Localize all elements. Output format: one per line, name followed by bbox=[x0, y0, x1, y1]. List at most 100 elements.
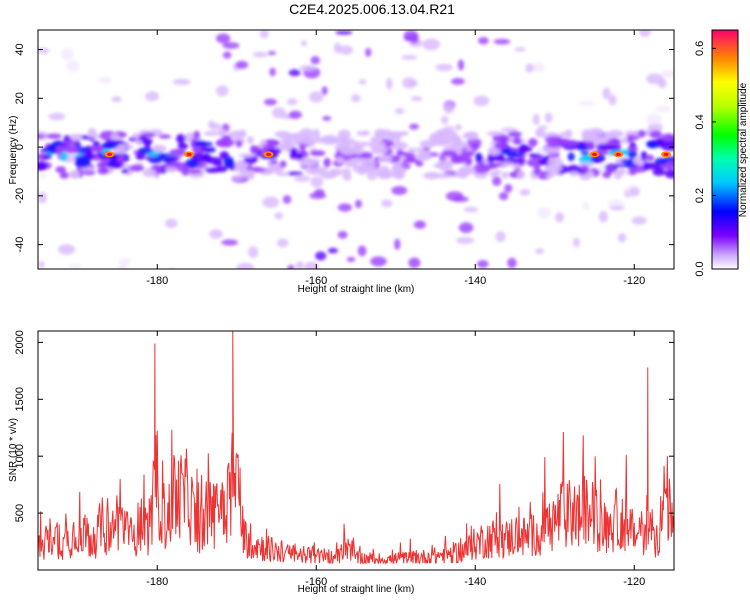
spectrogram-band-blob bbox=[55, 166, 67, 173]
spectrogram-band-blob bbox=[391, 172, 406, 178]
spectrogram-band-blob bbox=[377, 155, 393, 163]
spectrogram-band-blob bbox=[486, 131, 503, 137]
spectrogram-band-blob bbox=[470, 142, 481, 150]
spectrogram-band-blob bbox=[506, 150, 517, 159]
spectrogram-band-blob bbox=[101, 141, 118, 150]
spectrogram-band-blob bbox=[517, 169, 525, 180]
spectrogram-noise-blob bbox=[454, 124, 462, 131]
spectrogram-band-blob bbox=[465, 156, 473, 166]
colorbar-tick-label: 0.0 bbox=[694, 261, 706, 276]
spectrogram-band-blob bbox=[528, 138, 538, 147]
spectrogram-noise-blob bbox=[477, 259, 489, 269]
spectrogram-noise-blob bbox=[577, 101, 596, 106]
spectrogram-noise-blob bbox=[598, 211, 609, 223]
spectrogram-band-blob bbox=[627, 150, 638, 159]
spectrogram-noise-blob bbox=[118, 257, 131, 266]
spectrogram-y-tick-label: 0 bbox=[14, 144, 26, 150]
spectrogram-band-blob bbox=[494, 141, 510, 150]
spectrogram-noise-blob bbox=[288, 69, 301, 77]
spectrogram-noise-blob bbox=[295, 261, 304, 269]
spectrogram-y-tick-label: 40 bbox=[14, 43, 26, 55]
spectrogram-band-blob bbox=[169, 148, 187, 157]
spectrogram-band-blob bbox=[91, 134, 100, 140]
spectrogram-band-blob bbox=[342, 171, 352, 181]
spectrogram-noise-blob bbox=[478, 37, 489, 45]
spectrogram-band-blob bbox=[298, 135, 316, 145]
colorbar-tick-label: 0.4 bbox=[694, 114, 706, 129]
spectrogram-band-blob bbox=[547, 157, 564, 168]
spectrogram-band-blob bbox=[341, 168, 351, 173]
spectrogram-band-blob bbox=[312, 129, 320, 139]
spectrogram-noise-blob bbox=[276, 238, 289, 248]
spectrogram-noise-blob bbox=[68, 263, 83, 269]
spectrogram-band-blob bbox=[500, 161, 515, 167]
spectrogram-frame bbox=[37, 29, 675, 270]
spectrogram-y-label: Frequency (Hz) bbox=[8, 116, 19, 185]
spectrogram-noise-blob bbox=[165, 218, 178, 229]
spectrogram-noise-blob bbox=[209, 229, 223, 239]
spectrogram-noise-blob bbox=[309, 192, 327, 200]
spectrogram-noise-blob bbox=[443, 102, 455, 114]
spectrogram-noise-blob bbox=[525, 63, 535, 73]
spectrogram-noise-blob bbox=[409, 34, 419, 44]
spectrogram-band-blob bbox=[69, 169, 81, 179]
spectrogram-band-blob bbox=[59, 171, 70, 179]
snr-x-tick-label: -180 bbox=[146, 576, 168, 588]
spectrogram-band-blob bbox=[545, 173, 554, 178]
spectrogram-band-blob bbox=[546, 141, 561, 148]
spectrogram-noise-blob bbox=[235, 60, 249, 69]
spectrogram-noise-blob bbox=[286, 98, 298, 106]
spectrogram-band-blob bbox=[144, 141, 152, 149]
spectrogram-noise-blob bbox=[602, 87, 611, 100]
spectrogram-noise-blob bbox=[358, 79, 367, 85]
spectrogram-x-tick-label: -140 bbox=[464, 275, 486, 287]
spectrogram-band-blob bbox=[228, 130, 245, 138]
spectrogram-band-blob bbox=[102, 167, 109, 174]
spectrogram-band-blob bbox=[121, 168, 129, 174]
spectrogram-noise-blob bbox=[365, 47, 372, 57]
spectrogram-noise-blob bbox=[315, 251, 327, 261]
spectrogram-noise-blob bbox=[222, 42, 240, 49]
spectrogram-band-blob bbox=[607, 130, 624, 138]
spectrogram-noise-blob bbox=[216, 85, 229, 97]
spectrogram-noise-blob bbox=[394, 108, 405, 115]
spectrogram-band-blob bbox=[652, 168, 666, 176]
spectrogram-noise-blob bbox=[473, 95, 490, 107]
spectrogram-noise-blob bbox=[168, 266, 176, 269]
spectrogram-band-blob bbox=[620, 159, 633, 164]
spectrogram-band-blob bbox=[535, 127, 545, 138]
spectrogram-band-blob bbox=[580, 151, 590, 156]
spectrogram-band-blob bbox=[112, 145, 127, 155]
spectrogram-band-blob bbox=[661, 133, 674, 142]
spectrogram-band-blob bbox=[235, 140, 243, 148]
spectrogram-hotspot-core bbox=[266, 152, 272, 156]
spectrogram-noise-blob bbox=[207, 120, 215, 129]
spectrogram-band-blob bbox=[336, 156, 345, 164]
spectrogram-noise-blob bbox=[269, 67, 276, 77]
spectrogram-noise-blob bbox=[221, 239, 239, 246]
spectrogram-band-blob bbox=[627, 146, 639, 152]
spectrogram-band-blob bbox=[279, 160, 287, 168]
spectrogram-noise-blob bbox=[282, 195, 292, 204]
spectrogram-band-blob bbox=[441, 150, 458, 157]
spectrogram-band-blob bbox=[561, 139, 579, 147]
spectrogram-band-blob bbox=[238, 153, 254, 158]
spectrogram-noise-blob bbox=[321, 86, 328, 96]
spectrogram-noise-blob bbox=[458, 222, 474, 234]
spectrogram-noise-blob bbox=[111, 96, 122, 103]
spectrogram-noise-blob bbox=[537, 207, 552, 219]
spectrogram-noise-blob bbox=[457, 59, 465, 71]
spectrogram-band-blob bbox=[580, 165, 589, 174]
spectrogram-noise-blob bbox=[386, 77, 393, 90]
spectrogram-band-blob bbox=[640, 151, 648, 161]
spectrogram-noise-blob bbox=[492, 176, 502, 187]
spectrogram-band-blob bbox=[423, 171, 441, 180]
spectrogram-band-blob bbox=[337, 129, 351, 140]
spectrogram-band-blob bbox=[462, 131, 477, 140]
spectrogram-band-blob bbox=[38, 134, 46, 139]
spectrogram-band-blob bbox=[582, 129, 591, 139]
colorbar-gradient bbox=[712, 30, 738, 269]
spectrogram-band-blob bbox=[216, 138, 235, 148]
spectrogram-noise-blob bbox=[274, 212, 284, 220]
spectrogram-band-blob bbox=[582, 155, 591, 160]
